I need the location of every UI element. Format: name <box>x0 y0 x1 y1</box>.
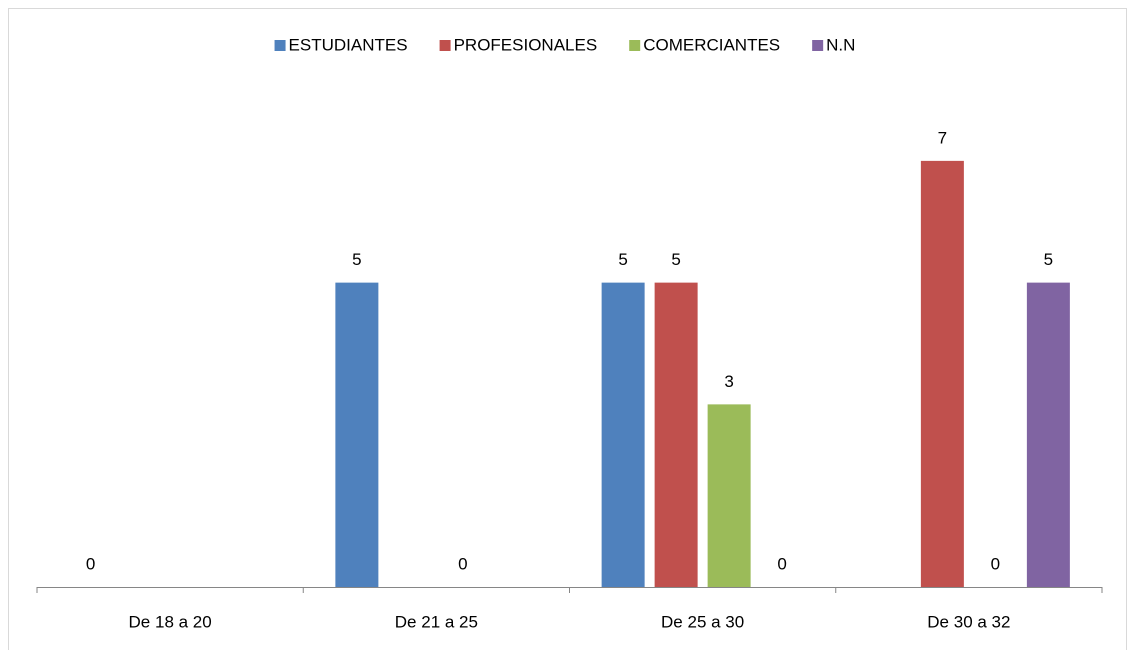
data-label: 0 <box>777 554 786 573</box>
data-label: 0 <box>991 554 1000 573</box>
bar <box>707 404 751 587</box>
x-tick-label: De 25 a 30 <box>661 612 744 631</box>
legend-label: N.N <box>826 35 855 54</box>
data-label: 5 <box>618 250 627 269</box>
x-tick-label: De 21 a 25 <box>395 612 478 631</box>
data-label: 0 <box>458 554 467 573</box>
x-tick-label: De 30 a 32 <box>927 612 1010 631</box>
legend-label: COMERCIANTES <box>643 35 780 54</box>
legend-swatch <box>274 40 286 51</box>
data-label: 0 <box>86 554 95 573</box>
data-label: 5 <box>671 250 680 269</box>
bar <box>654 282 698 587</box>
data-label: 5 <box>352 250 361 269</box>
chart-border <box>8 8 1127 650</box>
x-tick-label: De 18 a 20 <box>129 612 212 631</box>
data-label: 7 <box>938 128 947 147</box>
bar <box>601 282 645 587</box>
legend-swatch <box>439 40 451 51</box>
bar <box>335 282 379 587</box>
bar <box>920 160 964 587</box>
bar <box>1026 282 1070 587</box>
legend-swatch <box>629 40 641 51</box>
legend-label: ESTUDIANTES <box>289 35 408 54</box>
data-label: 5 <box>1044 250 1053 269</box>
legend-swatch <box>812 40 824 51</box>
data-label: 3 <box>724 372 733 391</box>
legend-label: PROFESIONALES <box>454 35 598 54</box>
